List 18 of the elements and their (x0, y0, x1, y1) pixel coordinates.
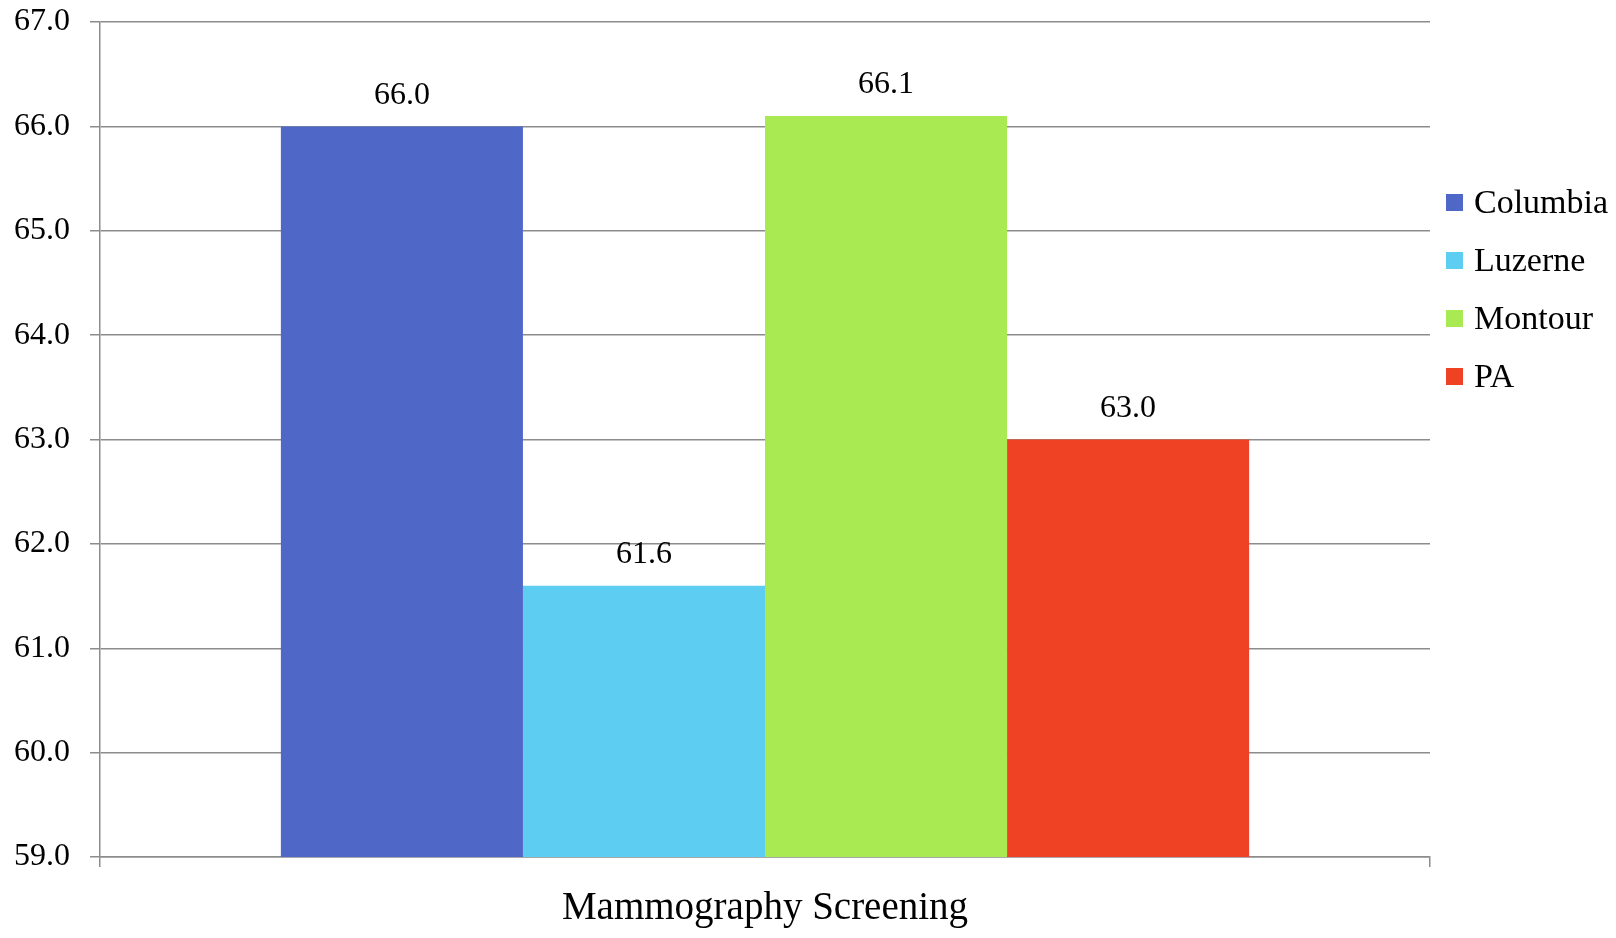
y-tick-label: 60.0 (14, 732, 70, 769)
legend-label: PA (1474, 357, 1515, 395)
data-label: 61.6 (615, 534, 672, 571)
y-tick-label: 66.0 (14, 105, 70, 142)
data-label: 66.0 (373, 74, 430, 111)
legend-label: Montour (1474, 299, 1593, 337)
data-label: 63.0 (1100, 387, 1157, 424)
x-tick-label: Mammography Screening (561, 883, 969, 928)
y-tick-label: 59.0 (14, 836, 70, 873)
legend-label: Luzerne (1474, 241, 1586, 279)
y-tick-label: 62.0 (14, 523, 70, 560)
y-tick-label: 65.0 (14, 210, 70, 247)
data-label: 66.1 (858, 64, 915, 101)
y-tick-label: 67.0 (14, 1, 70, 38)
y-tick-label: 64.0 (14, 314, 70, 351)
legend-label: Columbia (1474, 183, 1609, 221)
y-tick-label: 63.0 (14, 418, 70, 455)
y-tick-label: 61.0 (14, 627, 70, 664)
